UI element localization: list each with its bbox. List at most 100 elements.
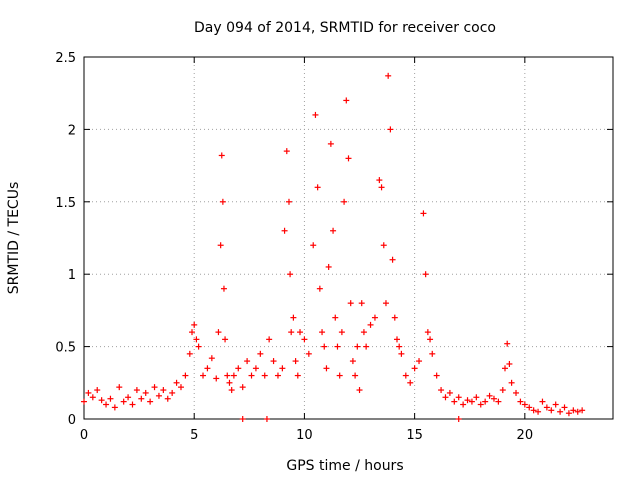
x-tick-label: 20 (517, 428, 534, 443)
data-point-marker (219, 198, 226, 205)
data-point-marker (138, 395, 145, 402)
data-point-marker (274, 372, 281, 379)
data-point-marker (336, 372, 343, 379)
data-point-marker (358, 300, 365, 307)
data-point-marker (429, 350, 436, 357)
x-tick-label: 10 (296, 428, 313, 443)
data-point-marker (327, 140, 334, 147)
data-point-marker (288, 329, 295, 336)
data-point-marker (513, 389, 520, 396)
data-point-marker (200, 372, 207, 379)
data-point-marker (107, 395, 114, 402)
data-point-marker (343, 97, 350, 104)
data-point-marker (526, 404, 533, 411)
data-point-marker (191, 321, 198, 328)
data-point-marker (290, 314, 297, 321)
data-point-marker (363, 343, 370, 350)
data-point-marker (385, 72, 392, 79)
data-point-marker (393, 336, 400, 343)
data-point-marker (352, 372, 359, 379)
data-point-marker (263, 416, 270, 422)
data-point-marker (455, 394, 462, 401)
data-point-marker (530, 407, 537, 414)
data-point-marker (169, 389, 176, 396)
data-point-marker (486, 392, 493, 399)
data-point-marker (455, 416, 462, 422)
y-tick-label: 0.5 (55, 341, 76, 356)
data-point-marker (495, 398, 502, 405)
data-point-marker (285, 198, 292, 205)
data-point-marker (239, 384, 246, 391)
data-point-marker (376, 177, 383, 184)
data-point-marker (305, 350, 312, 357)
data-point-marker (407, 379, 414, 386)
data-point-marker (133, 387, 140, 394)
data-point-marker (125, 394, 132, 401)
data-point-marker (182, 372, 189, 379)
data-point-marker (226, 379, 233, 386)
data-point-marker (217, 242, 224, 249)
data-point-marker (325, 263, 332, 270)
data-point-marker (427, 336, 434, 343)
data-point-marker (387, 126, 394, 133)
data-point-marker (120, 398, 127, 405)
y-axis-label: SRMTID / TECUs (6, 182, 22, 295)
data-point-marker (208, 355, 215, 362)
data-point-marker (116, 384, 123, 391)
data-point-marker (160, 387, 167, 394)
data-point-marker (312, 111, 319, 118)
x-tick-label: 5 (190, 428, 198, 443)
data-point-marker (391, 314, 398, 321)
data-point-marker (81, 398, 87, 405)
data-point-marker (89, 394, 96, 401)
plot-frame (83, 56, 614, 420)
data-point-marker (464, 397, 471, 404)
data-point-marker (294, 372, 301, 379)
y-tick-label: 2.5 (55, 51, 76, 66)
data-point-marker (356, 387, 363, 394)
data-point-marker (367, 321, 374, 328)
data-point-marker (230, 372, 237, 379)
data-point-marker (129, 401, 136, 408)
data-point-marker (424, 329, 431, 336)
data-point-marker (218, 152, 225, 159)
y-tick-label: 0 (68, 413, 76, 428)
data-point-marker (195, 343, 202, 350)
data-point-marker (579, 407, 586, 414)
data-point-marker (332, 314, 339, 321)
data-point-marker (319, 329, 326, 336)
data-point-marker (347, 300, 354, 307)
data-point-marker (151, 384, 158, 391)
data-point-marker (257, 350, 264, 357)
data-point-marker (228, 387, 235, 394)
data-point-marker (316, 285, 323, 292)
data-point-marker (482, 398, 489, 405)
data-point-marker (548, 407, 555, 414)
data-point-marker (451, 398, 458, 405)
y-tick-label: 2 (68, 123, 76, 138)
data-point-marker (543, 404, 550, 411)
data-point-marker (338, 329, 345, 336)
data-point-marker (147, 398, 154, 405)
data-point-marker (506, 360, 513, 367)
data-point-marker (297, 329, 304, 336)
data-point-marker (442, 394, 449, 401)
data-point-marker (349, 358, 356, 365)
grid-lines (84, 57, 613, 419)
y-tick-label: 1 (68, 268, 76, 283)
data-point-marker (416, 358, 423, 365)
data-point-marker (473, 394, 480, 401)
data-point-marker (177, 384, 184, 391)
data-point-marker (310, 242, 317, 249)
data-point-marker (460, 401, 467, 408)
axis-ticks: 0 5 10 15 20 0 0.5 1 1.5 2 2.5 (55, 51, 613, 443)
data-point-marker (330, 227, 337, 234)
data-point-marker (173, 379, 180, 386)
data-points (81, 72, 586, 422)
data-point-marker (574, 408, 581, 415)
data-point-marker (98, 397, 105, 404)
data-point-marker (283, 148, 290, 155)
data-point-marker (244, 358, 251, 365)
data-point-marker (103, 401, 110, 408)
